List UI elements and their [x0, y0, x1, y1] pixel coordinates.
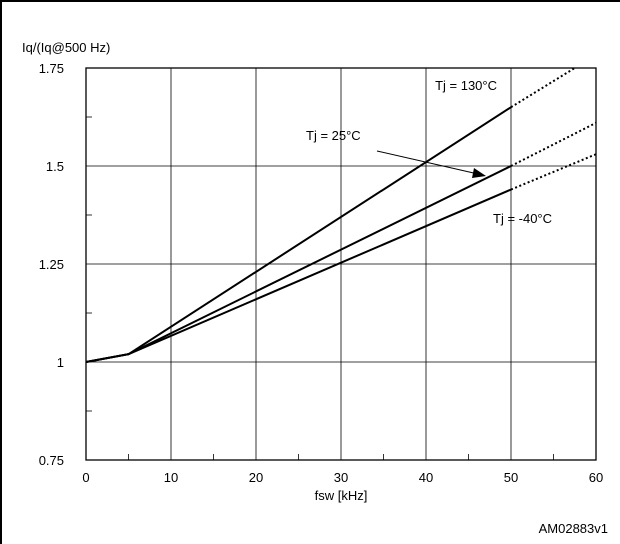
x-tick-label: 40: [419, 470, 433, 485]
series-lines: [85, 67, 597, 363]
series-extrapolation-2: [510, 153, 597, 191]
x-tick-label: 60: [589, 470, 603, 485]
x-tick-label: 50: [504, 470, 518, 485]
series-line-2: [85, 188, 512, 363]
annotation-arrowhead: [472, 168, 486, 178]
y-tick-label: 1: [57, 355, 64, 370]
annotation-tj-minus40: Tj = -40°C: [493, 211, 552, 226]
x-axis-label: fsw [kHz]: [315, 488, 368, 503]
y-tick-label: 1.75: [39, 61, 64, 76]
x-tick-label: 0: [82, 470, 89, 485]
minor-ticks: [86, 116, 554, 460]
y-tick-label: 1.5: [46, 159, 64, 174]
x-tick-label: 30: [334, 470, 348, 485]
y-tick-label: 0.75: [39, 453, 64, 468]
figure-id: AM02883v1: [539, 521, 608, 536]
x-tick-label: 10: [164, 470, 178, 485]
plot-area: [85, 67, 597, 461]
y-tick-label: 1.25: [39, 257, 64, 272]
grid-lines: [86, 68, 596, 460]
tick-labels: 0 10 20 30 40 50 60 0.75 1 1.25 1.5 1.75: [39, 61, 604, 485]
x-tick-label: 20: [249, 470, 263, 485]
series-line-0: [85, 106, 512, 363]
annotation-tj-130: Tj = 130°C: [435, 78, 497, 93]
series-extrapolation-0: [510, 67, 576, 109]
annotation-arrow-line: [376, 150, 479, 175]
annotation-tj-25: Tj = 25°C: [306, 128, 361, 143]
y-axis-label: Iq/(Iq@500 Hz): [22, 40, 110, 55]
